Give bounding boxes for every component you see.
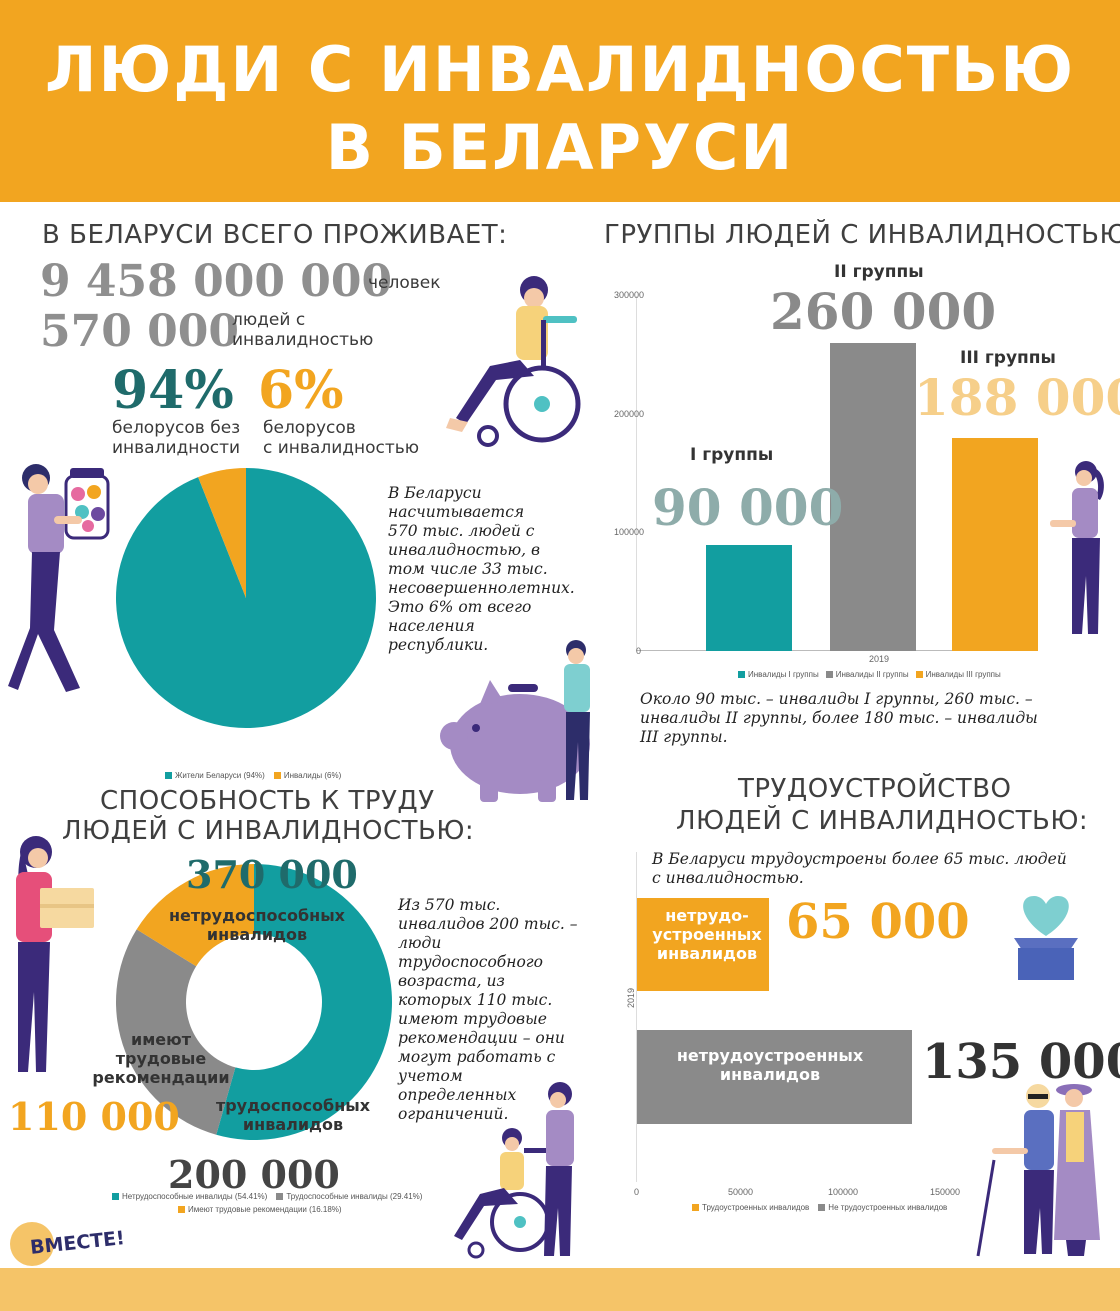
groups-ytick-200000: 200000 [614, 409, 645, 419]
page-title-line-2: В БЕЛАРУСИ [325, 111, 795, 184]
population-legend: Жители Беларуси (94%) Инвалиды (6%) [165, 771, 341, 780]
recommendation-label: имеют трудовые рекомендации [92, 1030, 230, 1087]
pie-slice-disabled [198, 468, 246, 598]
blind-couple-icon [976, 1084, 1100, 1257]
group-3-label: III группы [960, 348, 1056, 368]
population-pie-chart [115, 468, 376, 728]
employment-xtick-50000: 50000 [728, 1187, 754, 1197]
legend-swatch-unable [112, 1193, 119, 1200]
heart-box-icon [1014, 896, 1078, 980]
donut-slice-able [115, 929, 236, 1135]
bar-group-2 [830, 343, 916, 651]
employment-ytick-2019: 2019 [626, 987, 636, 1008]
woman-carrying-box-icon [16, 836, 94, 1072]
unable-label: нетрудоспособных инвалидов [169, 906, 345, 944]
legend-unable: Нетрудоспособные инвалиды (54.41%) [122, 1192, 268, 1201]
employment-plot-area [636, 852, 956, 1182]
legend-able: Трудоспособные инвалиды (29.41%) [286, 1192, 423, 1201]
legend-swatch-group-1 [738, 671, 745, 678]
groups-plot-area [636, 296, 992, 651]
groups-ytick-100000: 100000 [614, 527, 645, 537]
donut-slice-unable [216, 864, 393, 1140]
page-title-line-1: ЛЮДИ С ИНВАЛИДНОСТЬЮ [44, 33, 1076, 106]
pct-with-label-2: с инвалидностью [263, 438, 420, 458]
able-value: 200 000 [168, 1152, 340, 1197]
ability-note: Из 570 тыс. инвалидов 200 тыс. – люди тр… [398, 896, 578, 1123]
donut-slice-recommendation [136, 864, 254, 967]
wheelchair-with-helper-icon [454, 1082, 574, 1259]
ability-donut-chart [115, 864, 393, 1140]
pct-with-disability: 6% [258, 360, 344, 421]
employment-title-2: ЛЮДЕЙ С ИНВАЛИДНОСТЬЮ: [676, 806, 1089, 836]
employment-note: В Беларуси трудоустроены более 65 тыс. л… [652, 850, 1067, 887]
legend-group-3: Инвалиды III группы [925, 670, 1001, 679]
groups-ytick-300000: 300000 [614, 290, 645, 300]
legend-swatch-group-3 [915, 671, 923, 678]
walking-woman-icon [1050, 461, 1104, 634]
group-1-value: 90 000 [652, 478, 844, 537]
groups-ytick-0: 0 [636, 646, 642, 656]
employment-legend: Трудоустроенных инвалидов Не трудоустрое… [692, 1203, 947, 1212]
bar-group-3 [952, 438, 1038, 651]
total-population-unit: человек [368, 273, 441, 293]
pct-with-label-1: белорусов [263, 418, 356, 438]
population-note: В Беларуси насчитывается 570 тыс. людей … [388, 484, 575, 654]
group-3-value: 188 000 [914, 368, 1120, 427]
group-2-label: II группы [834, 262, 924, 282]
employed-bar-label: нетрудо-устроенных инвалидов [652, 906, 762, 963]
legend-recommendation: Имеют трудовые рекомендации (16.18%) [188, 1205, 342, 1214]
disabled-population-unit-1: людей с [232, 310, 306, 330]
bar-unemployed [637, 1030, 912, 1124]
ability-legend-row-1: Нетрудоспособные инвалиды (54.41%) Трудо… [112, 1192, 422, 1201]
group-1-label: I группы [690, 445, 774, 465]
employment-title-1: ТРУДОУСТРОЙСТВО [738, 774, 1012, 804]
legend-unemployed: Не трудоустроенных инвалидов [828, 1203, 948, 1212]
disabled-population-value: 570 000 [40, 306, 240, 357]
disabled-population-unit-2: инвалидностью [232, 330, 374, 350]
bar-employed [637, 898, 770, 991]
wheelchair-person-icon [446, 276, 581, 447]
piggy-bank-person-icon [440, 640, 590, 802]
group-2-value: 260 000 [770, 282, 997, 341]
legend-swatch-recommendation [178, 1206, 185, 1213]
logo-circle [10, 1222, 54, 1266]
pct-without-label-2: инвалидности [112, 438, 241, 458]
legend-disabled: Инвалиды (6%) [283, 771, 342, 780]
groups-xtick-2019: 2019 [869, 654, 890, 664]
employment-xtick-0: 0 [634, 1187, 640, 1197]
able-label: трудоспособных инвалидов [215, 1096, 371, 1134]
legend-swatch-unemployed [818, 1204, 826, 1211]
legend-swatch-employed [692, 1204, 699, 1211]
groups-title: ГРУППЫ ЛЮДЕЙ С ИНВАЛИДНОСТЬЮ: [604, 220, 1120, 250]
groups-note: Около 90 тыс. – инвалиды I группы, 260 т… [640, 690, 1038, 746]
ability-title-2: ЛЮДЕЙ С ИНВАЛИДНОСТЬЮ: [62, 816, 475, 846]
legend-employed: Трудоустроенных инвалидов [702, 1203, 810, 1212]
ability-legend-row-2: Имеют трудовые рекомендации (16.18%) [178, 1205, 342, 1214]
employed-value: 65 000 [786, 894, 970, 950]
groups-legend: Инвалиды I группы Инвалиды II группы Инв… [738, 670, 1001, 679]
unable-value: 370 000 [186, 852, 358, 897]
employment-xtick-150000: 150000 [930, 1187, 961, 1197]
header-banner: ЛЮДИ С ИНВАЛИДНОСТЬЮ В БЕЛАРУСИ [0, 0, 1120, 202]
footer-bar [0, 1268, 1120, 1311]
legend-group-1: Инвалиды I группы [748, 670, 819, 679]
legend-swatch-disabled [273, 772, 281, 779]
pct-without-label-1: белорусов без [112, 418, 241, 438]
unemployed-value: 135 000 [922, 1034, 1120, 1090]
ability-title-1: СПОСОБНОСТЬ К ТРУДУ [100, 786, 435, 816]
employment-xtick-100000: 100000 [828, 1187, 859, 1197]
legend-swatch-able [276, 1193, 284, 1200]
total-population-value: 9 458 000 000 [40, 256, 393, 307]
population-title: В БЕЛАРУСИ ВСЕГО ПРОЖИВАЕТ: [42, 220, 508, 250]
bar-group-1 [706, 544, 792, 651]
legend-swatch-group-2 [825, 671, 833, 678]
legend-swatch-residents [165, 772, 172, 779]
legend-group-2: Инвалиды II группы [835, 670, 909, 679]
recommendation-value: 110 000 [8, 1094, 180, 1139]
pct-without-disability: 94% [112, 360, 234, 421]
unemployed-bar-label: нетрудоустроенных инвалидов [676, 1046, 864, 1084]
legend-residents: Жители Беларуси (94%) [175, 771, 265, 780]
person-with-hearts-jar-icon [8, 464, 110, 692]
